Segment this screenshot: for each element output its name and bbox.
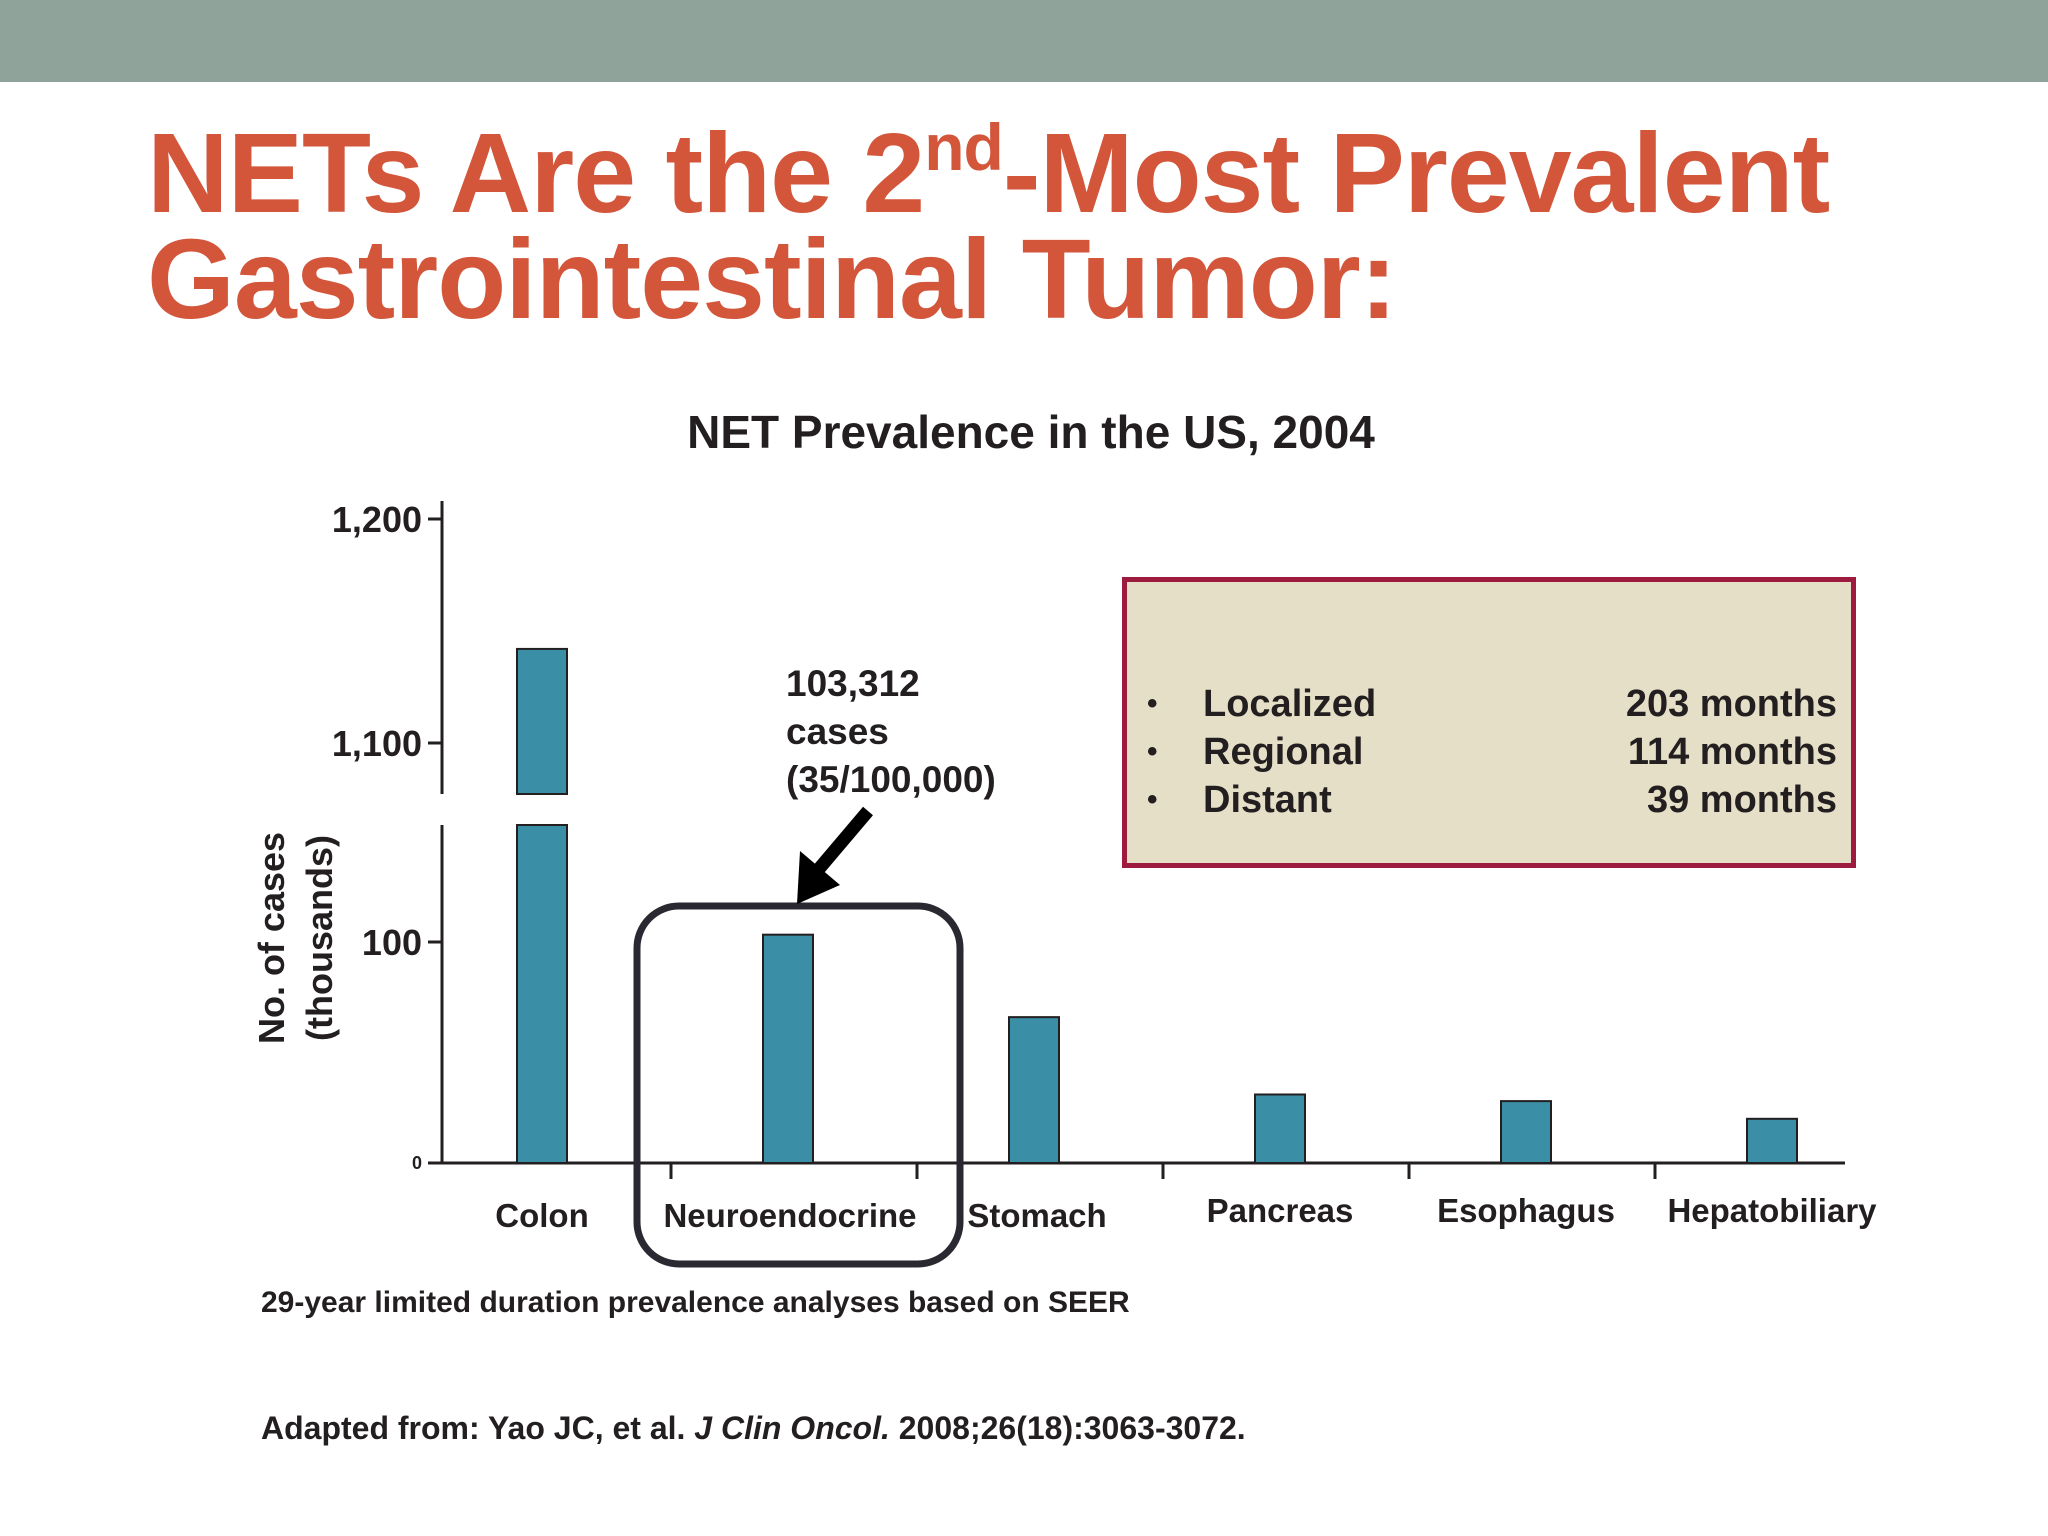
y-axis-label-line2: (thousands): [299, 835, 340, 1041]
citation: Adapted from: Yao JC, et al. J Clin Onco…: [261, 1410, 1246, 1447]
survival-months: 114 months: [1627, 731, 1837, 773]
title-part-2: -Most Prevalent Gastrointestinal Tumor:: [147, 110, 1830, 342]
bar-hepatobiliary: [1746, 1117, 1798, 1165]
survival-months: 203 months: [1625, 683, 1837, 725]
bullet-icon: •: [1147, 687, 1158, 720]
chart-title: NET Prevalence in the US, 2004: [687, 406, 1375, 458]
y-tick-label: 1,100: [332, 723, 422, 764]
stage-label: Localized: [1203, 683, 1377, 725]
x-category-label: Colon: [495, 1197, 588, 1234]
bar-colon-upper: [516, 647, 568, 795]
bullet-icon: •: [1147, 735, 1158, 768]
citation-suffix: 2008;26(18):3063-3072.: [889, 1410, 1246, 1446]
annotation-line-3: (35/100,000): [786, 759, 996, 800]
bar-stomach: [1008, 1016, 1060, 1165]
survival-months: 39 months: [1646, 779, 1837, 821]
x-category-label: Stomach: [967, 1197, 1106, 1234]
bar-neuroendocrine: [762, 933, 814, 1164]
citation-journal: J Clin Oncol.: [694, 1410, 890, 1446]
x-category-label: Pancreas: [1207, 1192, 1354, 1229]
bar-pancreas: [1254, 1093, 1306, 1164]
title-superscript: nd: [924, 110, 1004, 184]
survival-row-distant: • Distant 39 months: [1147, 776, 1837, 824]
x-category-label: Hepatobiliary: [1667, 1192, 1877, 1229]
slide-title: NETs Are the 2nd-Most Prevalent Gastroin…: [147, 110, 1997, 336]
survival-box: • Localized 203 months • Regional 114 mo…: [1122, 577, 1856, 868]
annotation-line-2: cases: [786, 711, 889, 752]
header-band: [0, 0, 2048, 82]
y-tick-label: 0: [412, 1153, 422, 1173]
y-tick-label: 100: [362, 922, 422, 963]
stage-label: Distant: [1203, 779, 1332, 821]
stage-label: Regional: [1203, 731, 1364, 773]
survival-row-regional: • Regional 114 months: [1147, 728, 1837, 776]
annotation-arrow: [797, 806, 873, 904]
annotation-line-1: 103,312: [786, 663, 920, 704]
neuroendocrine-highlight-frame: [633, 902, 964, 1268]
bullet-icon: •: [1147, 783, 1158, 816]
footnote: 29-year limited duration prevalence anal…: [261, 1286, 1130, 1319]
title-part-1: NETs Are the 2: [147, 110, 925, 236]
y-axis-label-line1: No. of cases: [251, 832, 292, 1044]
x-category-label: Neuroendocrine: [663, 1197, 916, 1234]
y-tick-label: 1,200: [332, 499, 422, 540]
citation-prefix: Adapted from: Yao JC, et al.: [261, 1410, 695, 1446]
bar-colon-lower: [516, 824, 568, 1164]
bar-esophagus: [1500, 1100, 1552, 1164]
neuroendocrine-annotation: 103,312 cases (35/100,000): [786, 660, 996, 804]
x-category-label: Esophagus: [1437, 1192, 1615, 1229]
survival-row-localized: • Localized 203 months: [1147, 680, 1837, 728]
